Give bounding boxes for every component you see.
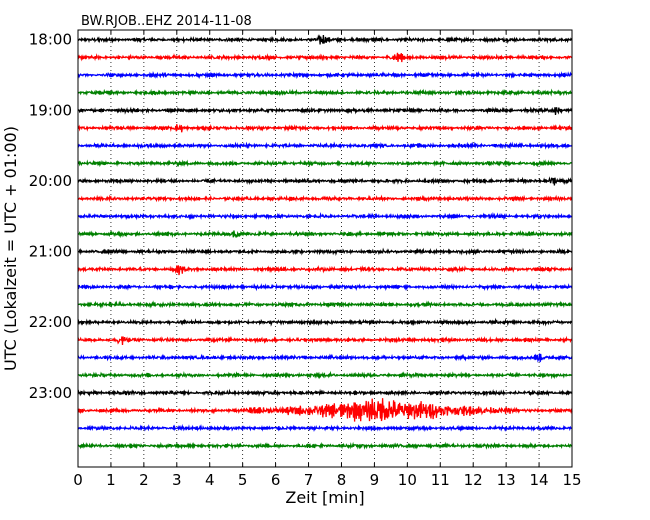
x-tick-label: 14 (530, 471, 549, 489)
y-tick-label: 21:00 (29, 243, 72, 261)
x-tick-label: 7 (304, 471, 314, 489)
chart-title: BW.RJOB..EHZ 2014-11-08 (81, 14, 252, 29)
trace-line (77, 52, 573, 63)
trace-line (77, 441, 573, 450)
trace-line (77, 398, 573, 422)
trace-line (77, 423, 573, 433)
trace-line (77, 34, 573, 45)
x-tick-label: 0 (73, 471, 83, 489)
x-axis-label: Zeit [min] (285, 488, 364, 507)
axes: 0 1 2 3 4 5 6 7 8 9 10 11 12 13 14 1518:0019:0020:0021:… (29, 30, 582, 489)
trace-line (77, 229, 573, 239)
seismogram-traces (77, 34, 573, 450)
y-axis-label: UTC (Lokalzeit = UTC + 01:00) (1, 126, 20, 371)
trace-line (77, 194, 573, 203)
x-tick-label: 8 (337, 471, 347, 489)
trace-line (77, 335, 573, 346)
x-tick-label: 10 (398, 471, 417, 489)
trace-line (77, 176, 573, 186)
x-tick-label: 2 (139, 471, 149, 489)
trace-line (77, 353, 573, 363)
plot-frame (77, 29, 573, 468)
trace-line (77, 159, 573, 168)
trace-line (77, 282, 573, 292)
trace-line (77, 123, 573, 133)
y-tick-label: 23:00 (29, 384, 72, 402)
y-tick-label: 20:00 (29, 172, 72, 190)
trace-line (77, 247, 573, 256)
y-tick-label: 18:00 (29, 31, 72, 49)
trace-line (77, 88, 573, 97)
x-tick-label: 12 (464, 471, 483, 489)
trace-line (77, 70, 573, 80)
x-tick-label: 15 (562, 471, 581, 489)
trace-line (77, 106, 573, 115)
trace-line (77, 211, 573, 221)
trace-line (77, 317, 573, 327)
x-tick-label: 11 (431, 471, 450, 489)
x-tick-label: 3 (172, 471, 182, 489)
y-tick-label: 22:00 (29, 313, 72, 331)
x-tick-label: 1 (106, 471, 116, 489)
trace-line (77, 141, 573, 150)
x-tick-label: 4 (205, 471, 215, 489)
trace-line (77, 300, 573, 309)
grid-lines (110, 30, 540, 467)
y-tick-label: 19:00 (29, 101, 72, 119)
x-tick-label: 13 (497, 471, 516, 489)
trace-line (77, 265, 573, 276)
trace-line (77, 388, 573, 397)
x-tick-label: 9 (370, 471, 380, 489)
x-tick-label: 5 (238, 471, 248, 489)
trace-line (77, 370, 573, 380)
x-tick-label: 6 (271, 471, 281, 489)
